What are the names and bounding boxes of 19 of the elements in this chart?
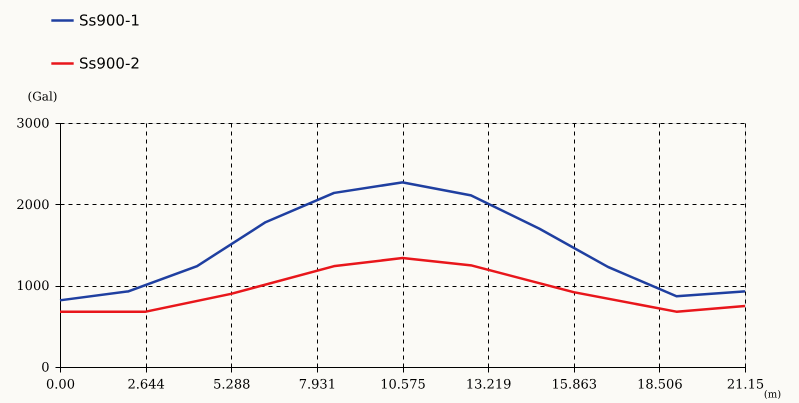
y-tick-label: 2000 — [16, 198, 50, 213]
y-tick-label: 0 — [41, 360, 50, 376]
x-tick-label: 5.288 — [213, 378, 250, 392]
x-tick-label: 2.644 — [128, 378, 165, 392]
x-tick-label: 10.575 — [380, 378, 426, 392]
x-tick-label: 7.931 — [298, 378, 336, 392]
y-tick-label: 3000 — [16, 116, 50, 132]
x-tick-label: 18.506 — [637, 378, 683, 392]
line-series — [58, 181, 746, 302]
y-axis-title: (Gal) — [28, 90, 58, 104]
legend-label: Ss900-2 — [79, 54, 140, 72]
x-axis-title: (m) — [764, 390, 782, 400]
line-series — [58, 256, 746, 313]
x-tick-label: 13.219 — [466, 378, 512, 392]
x-tick-label: 15.863 — [552, 378, 598, 392]
legend-label: Ss900-1 — [79, 12, 140, 30]
x-tick-label: 0.00 — [46, 378, 75, 392]
y-tick-label: 1000 — [16, 279, 50, 294]
x-tick-label: 21.15 — [726, 378, 764, 392]
